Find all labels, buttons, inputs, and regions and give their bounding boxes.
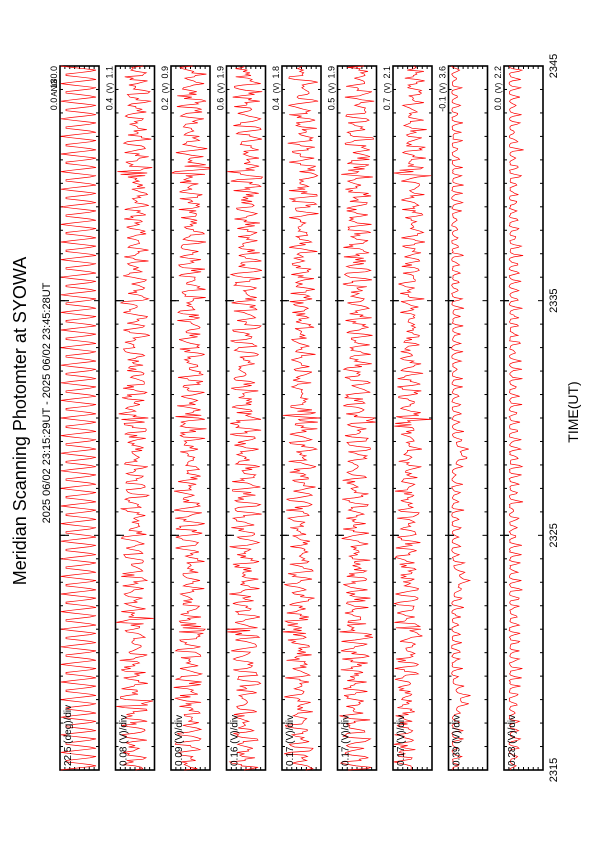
x-tick-label: 2335	[548, 288, 560, 312]
trace-line-ch6	[393, 65, 432, 771]
panel-ch1: 1.1 (V) 0.4 0.08 (V)/div	[105, 65, 156, 771]
scale-label: 0.16 (V)/div	[230, 715, 241, 766]
y-top-label: 1.1	[105, 66, 115, 79]
y-bottom-label: 0.4	[271, 98, 281, 111]
chart-title: Meridian Scanning Photomter at SYOWA	[10, 257, 30, 585]
y-bottom-label: 0.0	[493, 98, 503, 111]
y-top-label: 2.2	[493, 66, 503, 79]
panel-frame	[447, 65, 489, 771]
trace-line-ch8	[508, 66, 524, 771]
y-top-label: 2.1	[382, 66, 392, 79]
trace-line-ch4	[282, 65, 320, 771]
x-axis-label: TIME(UT)	[565, 381, 581, 442]
y-bottom-label: 0.5	[327, 98, 337, 111]
y-bottom-label: 0.0	[49, 98, 59, 111]
scale-label: 0.08 (V)/div	[119, 715, 130, 766]
panel-ch8: 2.2 (V) 0.0 0.28 (V)/div	[493, 65, 544, 771]
panel-ch7: 3.6 (V) -0.1 0.39 (V)/div	[438, 65, 489, 771]
x-tick-label: 2325	[548, 523, 560, 547]
scale-label: 0.28 (V)/div	[507, 715, 518, 766]
scale-label: 0.17 (V)/div	[285, 715, 296, 766]
trace-line-ch2	[171, 65, 210, 771]
y-top-label: 1.8	[271, 66, 281, 79]
y-bottom-label: 0.4	[105, 98, 115, 111]
y-unit-label: (V)	[217, 82, 226, 93]
panel-ch6: 2.1 (V) 0.7 0.17 (V)/div	[382, 65, 433, 771]
panel-ch5: 1.9 (V) 0.5 0.17 (V)/div	[327, 65, 378, 771]
panel-frame	[59, 65, 100, 771]
scale-label: 0.17 (V)/div	[341, 715, 352, 766]
scale-label: 0.09 (V)/div	[174, 715, 185, 766]
y-unit-label: (V)	[106, 82, 115, 93]
y-top-label: 1.9	[216, 66, 226, 79]
y-bottom-label: 0.7	[382, 98, 392, 111]
trace-line-ch1	[116, 65, 154, 771]
y-unit-label: (V)	[272, 82, 281, 93]
panel-ch2: 0.9 (V) 0.2 0.09 (V)/div	[160, 65, 211, 771]
y-unit-label: (V)	[161, 82, 170, 93]
y-unit-label: (V)	[494, 82, 503, 93]
x-tick-label: 2345	[548, 54, 560, 78]
y-unit-label: (V)	[328, 82, 337, 93]
y-unit-label: (V)	[439, 82, 448, 93]
scale-label: 0.39 (V)/div	[452, 715, 463, 766]
y-unit-label: (V)	[383, 82, 392, 93]
y-bottom-label: -0.1	[438, 96, 448, 112]
y-bottom-label: 0.6	[216, 98, 226, 111]
trace-line-ch3	[227, 65, 264, 771]
y-top-label: 180.0	[49, 66, 59, 89]
scale-label: 22.5 (deg)/div	[63, 705, 74, 766]
panel-ch4: 1.8 (V) 0.4 0.17 (V)/div	[271, 65, 322, 771]
time-range-label: 2025 06/02 23:15:29UT - 2025 06/02 23:45…	[41, 282, 53, 523]
scale-label: 0.17 (V)/div	[396, 715, 407, 766]
y-top-label: 3.6	[438, 66, 448, 79]
trace-line-angle	[60, 65, 97, 771]
y-top-label: 0.9	[160, 66, 170, 79]
x-tick-label: 2315	[548, 758, 560, 782]
y-bottom-label: 0.2	[160, 98, 170, 111]
y-top-label: 1.9	[327, 66, 337, 79]
trace-line-ch5	[339, 65, 376, 771]
y-unit-label: ANG	[50, 79, 59, 96]
panel-ch3: 1.9 (V) 0.6 0.16 (V)/div	[216, 65, 267, 771]
trace-line-ch7	[451, 65, 472, 771]
